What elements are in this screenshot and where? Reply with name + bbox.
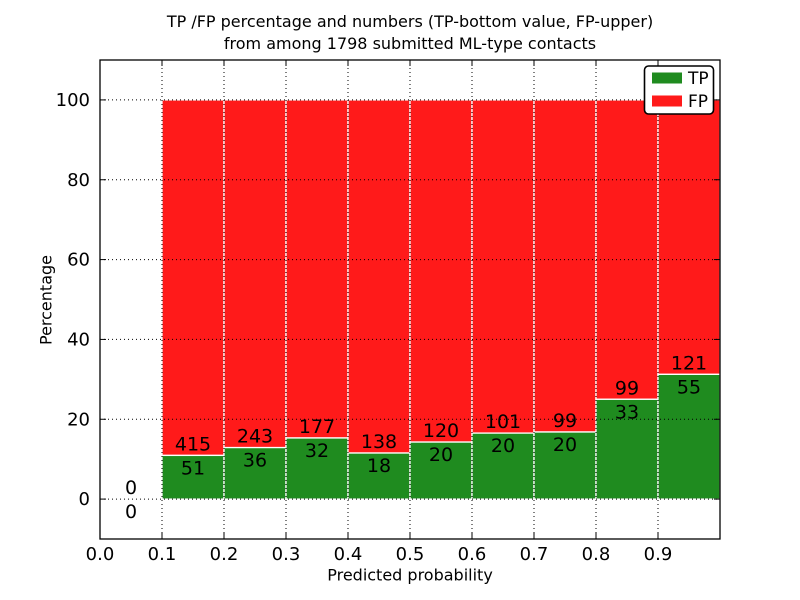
fp-count-label-0.3-0.4: 177: [299, 416, 335, 438]
tp-count-label-0.8-0.9: 33: [615, 401, 639, 423]
bar-fp-0.7-0.8: [533, 99, 597, 433]
tp-count-label-0.5-0.6: 20: [429, 444, 453, 466]
tp-count-label-0.4-0.5: 18: [367, 455, 391, 477]
bar-fp-0.6-0.7: [471, 99, 535, 434]
tp-count-label-0.6-0.7: 20: [491, 435, 515, 457]
bar-fp-0.2-0.3: [223, 99, 287, 449]
y-tick-label-0: 0: [79, 489, 90, 510]
tp-count-label-0.0-0.1: 0: [125, 501, 137, 523]
x-tick-label-0.0: 0.0: [86, 544, 115, 565]
y-tick-label-100: 100: [56, 90, 90, 111]
tp-count-label-0.9-1.0: 55: [677, 376, 701, 398]
bar-tp-0.6-0.7: [471, 432, 535, 500]
x-axis-label: Predicted probability: [327, 565, 493, 585]
tp-count-label-0.3-0.4: 32: [305, 440, 329, 462]
x-tick-label-0.9: 0.9: [644, 544, 673, 565]
fp-count-label-0.0-0.1: 0: [125, 477, 137, 499]
bar-fp-0.4-0.5: [347, 99, 411, 454]
x-tick-label-0.1: 0.1: [148, 544, 177, 565]
legend-label-tp: TP: [687, 69, 709, 89]
fp-count-label-0.1-0.2: 415: [175, 433, 211, 455]
x-tick-label-0.4: 0.4: [334, 544, 363, 565]
legend-swatch-tp: [652, 72, 682, 84]
fp-count-label-0.7-0.8: 99: [553, 410, 577, 432]
y-axis-label: Percentage: [36, 254, 56, 346]
x-tick-label-0.6: 0.6: [458, 544, 487, 565]
fp-count-label-0.2-0.3: 243: [237, 426, 273, 448]
fp-count-label-0.9-1.0: 121: [671, 352, 707, 374]
chart-title: TP /FP percentage and numbers (TP-bottom…: [100, 11, 720, 55]
x-tick-label-0.2: 0.2: [210, 544, 239, 565]
x-tick-label-0.8: 0.8: [582, 544, 611, 565]
x-tick-label-0.5: 0.5: [396, 544, 425, 565]
y-tick-label-40: 40: [67, 329, 90, 350]
bar-fp-0.9-1.0: [657, 99, 721, 375]
bar-fp-0.5-0.6: [409, 99, 473, 443]
x-tick-label-0.3: 0.3: [272, 544, 301, 565]
tp-count-label-0.2-0.3: 36: [243, 450, 267, 472]
fp-count-label-0.8-0.9: 99: [615, 377, 639, 399]
fp-count-label-0.4-0.5: 138: [361, 431, 397, 453]
bar-tp-0.1-0.2: [161, 454, 225, 500]
bar-fp-0.3-0.4: [285, 99, 349, 439]
tp-count-label-0.1-0.2: 51: [181, 457, 205, 479]
legend-label-fp: FP: [688, 92, 708, 112]
bar-tp-0.2-0.3: [223, 446, 287, 500]
y-tick-label-80: 80: [67, 170, 90, 191]
bar-fp-0.8-0.9: [595, 99, 659, 400]
bar-fp-0.1-0.2: [161, 99, 225, 457]
chart-title-line1: TP /FP percentage and numbers (TP-bottom…: [166, 12, 654, 31]
y-tick-label-20: 20: [67, 409, 90, 430]
bar-tp-0.3-0.4: [285, 437, 349, 500]
bar-tp-0.8-0.9: [595, 398, 659, 500]
fp-count-label-0.5-0.6: 120: [423, 420, 459, 442]
fp-count-label-0.6-0.7: 101: [485, 411, 521, 433]
x-tick-label-0.7: 0.7: [520, 544, 549, 565]
y-tick-label-60: 60: [67, 250, 90, 271]
tp-count-label-0.7-0.8: 20: [553, 434, 577, 456]
legend-swatch-fp: [652, 95, 682, 107]
chart-title-line2: from among 1798 submitted ML-type contac…: [223, 34, 597, 53]
